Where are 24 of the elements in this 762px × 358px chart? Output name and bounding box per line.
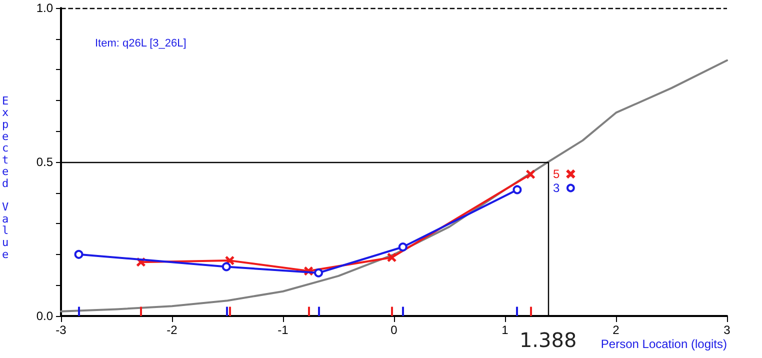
point xyxy=(314,268,324,278)
x-tick-label: -3 xyxy=(56,323,67,337)
x-tick-label: 2 xyxy=(612,323,620,337)
x-tick-label: -1 xyxy=(278,323,289,337)
y-tick-label: 0.0 xyxy=(36,309,54,323)
point xyxy=(222,262,231,272)
ref-line-label: 1.388 xyxy=(519,328,577,352)
x-tick-label: 0 xyxy=(390,323,398,337)
point xyxy=(398,242,408,252)
point xyxy=(388,253,396,262)
legend-label: 5 xyxy=(552,167,560,181)
y-tick-label: 1.0 xyxy=(36,1,54,15)
x-tick-label: -2 xyxy=(166,323,178,337)
text: Expected Value xyxy=(2,94,9,261)
annotation: Item: q26L [3_26L] xyxy=(95,38,186,50)
point xyxy=(225,256,234,265)
x-axis-title: Person Location (logits) xyxy=(600,337,727,351)
x-tick-label: 3 xyxy=(724,323,731,337)
point xyxy=(512,185,522,194)
legend-label: 3 xyxy=(552,181,560,195)
y-tick-label: 0.5 xyxy=(36,155,54,169)
point xyxy=(74,250,84,259)
x-tick-label: 1 xyxy=(502,323,509,337)
point xyxy=(526,170,535,179)
